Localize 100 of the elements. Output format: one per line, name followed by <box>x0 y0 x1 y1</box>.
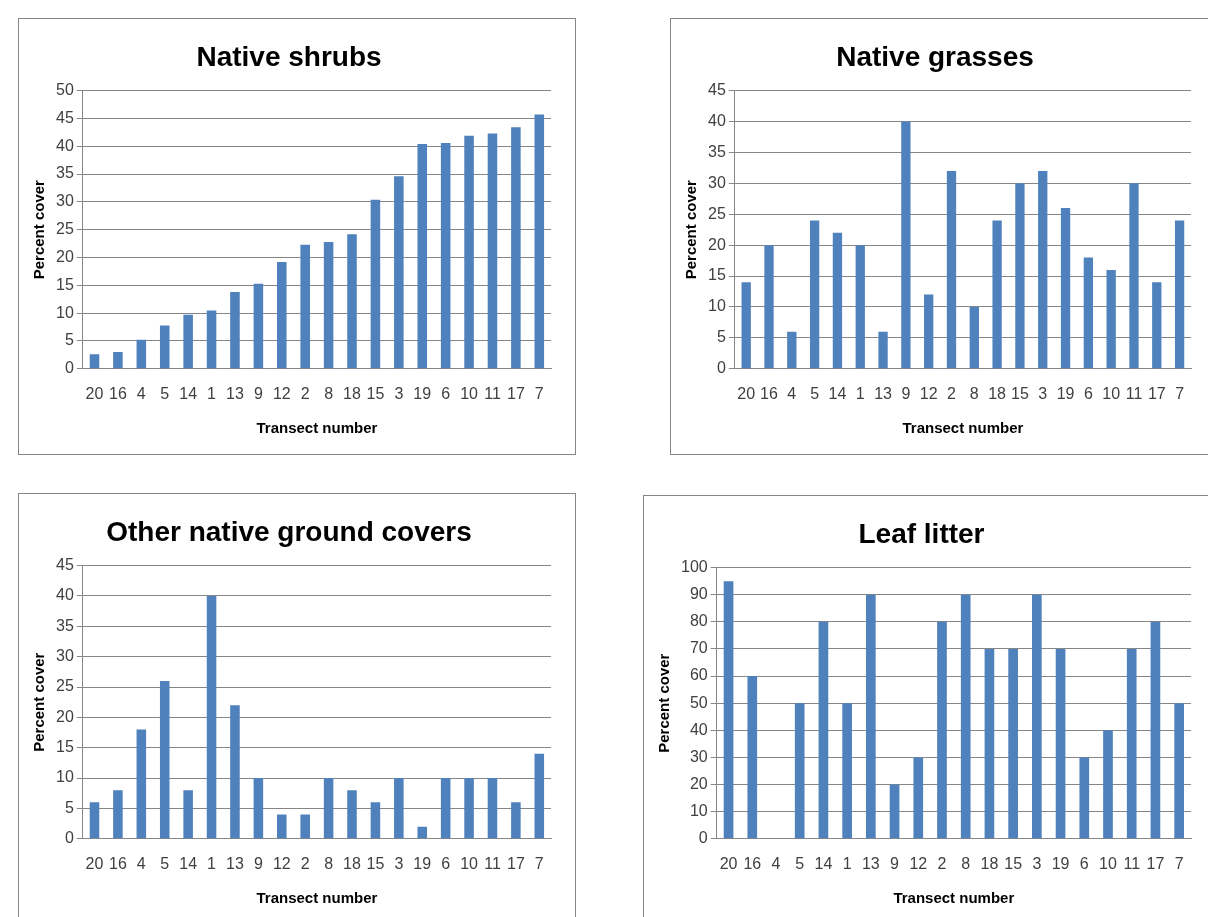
y-tick-label: 40 <box>689 720 708 738</box>
bar <box>253 283 264 369</box>
x-tick-label: 9 <box>253 854 263 872</box>
bar <box>300 244 310 369</box>
x-tick-label: 4 <box>771 854 781 872</box>
x-tick-label: 16 <box>109 384 127 402</box>
x-tick-label: 11 <box>484 854 501 872</box>
bar <box>347 790 357 839</box>
x-tick-label: 3 <box>1032 854 1042 872</box>
bar <box>1174 220 1185 369</box>
bar <box>89 802 100 839</box>
bar <box>113 352 123 369</box>
y-tick-label: 35 <box>708 142 726 160</box>
x-tick-label: 15 <box>366 854 385 872</box>
x-tick-label: 7 <box>1175 384 1185 402</box>
x-tick-label: 10 <box>460 854 479 872</box>
x-tick-label: 16 <box>109 854 127 872</box>
x-tick-label: 14 <box>828 384 847 402</box>
y-tick-label: 5 <box>64 331 74 349</box>
bar <box>323 778 334 839</box>
y-tick-label: 20 <box>56 247 74 265</box>
y-tick-label: 10 <box>56 768 74 786</box>
bar <box>206 595 217 839</box>
y-tick-label: 50 <box>56 81 74 99</box>
y-tick-label: 40 <box>708 111 726 129</box>
x-tick-label: 3 <box>394 854 404 872</box>
y-axis-title: Percent cover <box>682 179 700 280</box>
y-tick-label: 30 <box>689 747 708 765</box>
bar <box>866 594 876 839</box>
x-tick-label: 15 <box>1004 854 1023 872</box>
bar <box>809 220 820 369</box>
x-tick-label: 13 <box>226 384 244 402</box>
bar <box>464 135 474 369</box>
x-axis-title: Transect number <box>902 419 1024 437</box>
x-axis-title: Transect number <box>893 889 1015 907</box>
bar <box>136 729 147 839</box>
x-tick-label: 11 <box>1123 854 1141 872</box>
y-tick-label: 60 <box>689 666 708 684</box>
x-tick-label: 13 <box>861 854 880 872</box>
x-tick-label: 11 <box>484 384 501 402</box>
y-tick-label: 35 <box>56 164 74 182</box>
x-tick-label: 9 <box>890 854 900 872</box>
bar <box>136 339 147 369</box>
bar <box>159 680 170 839</box>
x-tick-label: 7 <box>534 854 544 872</box>
bar <box>794 703 805 839</box>
bar <box>370 802 381 839</box>
x-tick-label: 8 <box>969 384 979 402</box>
y-tick-label: 15 <box>56 738 74 756</box>
bar <box>842 703 852 839</box>
y-tick-label: 25 <box>56 677 74 695</box>
y-tick-label: 25 <box>56 220 74 238</box>
bar <box>440 142 451 369</box>
bar <box>534 753 545 839</box>
x-tick-label: 11 <box>1125 384 1143 402</box>
y-tick-label: 5 <box>64 798 74 816</box>
x-tick-label: 18 <box>343 854 362 872</box>
x-tick-label: 17 <box>1146 854 1165 872</box>
bar <box>440 778 451 839</box>
x-tick-label: 1 <box>207 384 217 402</box>
bar <box>323 241 334 369</box>
y-tick-label: 80 <box>689 612 708 630</box>
bar <box>855 245 865 369</box>
x-axis-title: Transect number <box>256 889 378 907</box>
x-tick-label: 19 <box>413 854 432 872</box>
bar <box>511 127 521 369</box>
y-axis-title: Percent cover <box>30 652 48 752</box>
bar <box>417 826 428 839</box>
x-tick-label: 3 <box>1038 384 1048 402</box>
y-tick-label: 20 <box>56 707 74 725</box>
y-tick-label: 10 <box>56 303 74 321</box>
x-tick-label: 17 <box>506 854 525 872</box>
bar <box>1106 269 1116 369</box>
bar <box>230 292 240 369</box>
x-tick-label: 3 <box>394 384 404 402</box>
bar <box>300 814 310 839</box>
bar <box>1032 594 1042 839</box>
bar <box>723 581 734 839</box>
y-tick-label: 90 <box>689 585 708 603</box>
x-tick-label: 5 <box>160 384 170 402</box>
bar <box>1008 648 1018 839</box>
bar <box>913 757 924 839</box>
y-tick-label: 40 <box>56 586 74 604</box>
bar <box>347 234 357 369</box>
x-tick-label: 18 <box>980 854 999 872</box>
bar <box>277 261 287 369</box>
y-axis-title: Percent cover <box>655 653 673 753</box>
y-tick-label: 35 <box>56 616 74 634</box>
y-tick-label: 50 <box>689 693 708 711</box>
x-tick-label: 14 <box>814 854 833 872</box>
bar <box>960 594 971 839</box>
bar <box>277 814 287 839</box>
bar <box>206 310 217 369</box>
bar <box>747 676 758 839</box>
x-tick-label: 2 <box>937 854 947 872</box>
x-tick-label: 13 <box>874 384 893 402</box>
x-tick-label: 18 <box>343 384 362 402</box>
x-tick-label: 15 <box>366 384 385 402</box>
x-tick-label: 20 <box>85 384 104 402</box>
x-axis-title: Transect number <box>256 419 378 437</box>
